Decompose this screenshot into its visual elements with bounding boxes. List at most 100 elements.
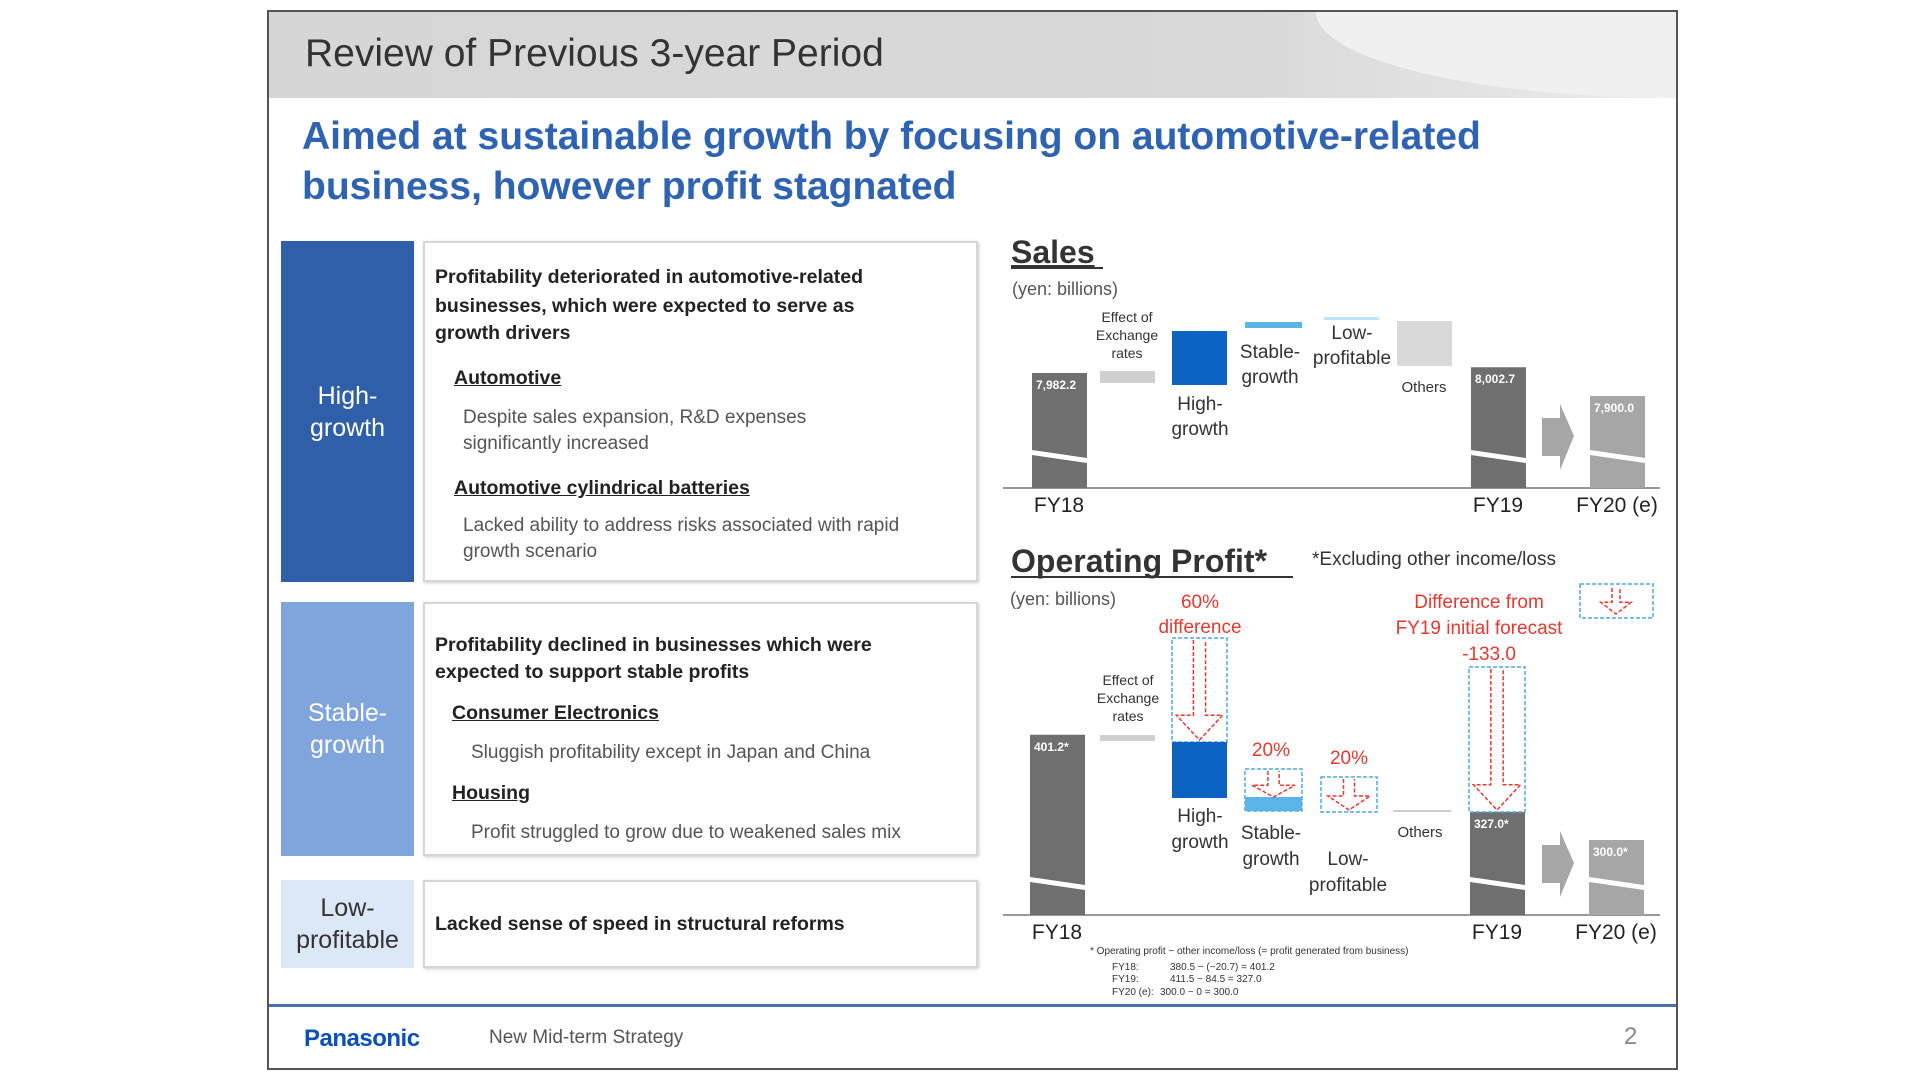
- stable-annotation: 20%: [1252, 740, 1290, 761]
- sales-title: Sales: [1011, 234, 1095, 270]
- footnote-fy20-label: FY20 (e):: [1112, 987, 1154, 998]
- category-label: Others: [1397, 824, 1442, 841]
- x-tick-label: FY18: [1034, 494, 1084, 517]
- footnote: * Operating profit − other income/loss (…: [1090, 946, 1409, 957]
- low-profitable-forecast-box: [1320, 776, 1378, 813]
- low-profitable-bar: [1324, 317, 1379, 320]
- footer-divider: [269, 1004, 1676, 1007]
- down-arrow-icon: [1471, 669, 1523, 812]
- headline: expected to support stable profits: [435, 661, 750, 683]
- item-body: Despite sales expansion, R&D expenses: [463, 407, 807, 428]
- category-label: profitable: [1309, 875, 1387, 896]
- category-label: Others: [1401, 379, 1446, 396]
- category-label: growth: [1242, 849, 1299, 870]
- x-tick-label: FY19: [1473, 494, 1523, 517]
- item-body: significantly increased: [463, 433, 649, 454]
- category-label: growth: [1241, 367, 1298, 388]
- headline: Lacked sense of speed in structural refo…: [435, 913, 845, 935]
- axis-break-mark: [1589, 877, 1644, 890]
- category-label: profitable: [1313, 348, 1391, 369]
- legend-box: [1579, 583, 1654, 619]
- stable-growth-bar: [1245, 797, 1302, 811]
- forecast-arrow-icon: [1542, 831, 1574, 897]
- high-growth-bar: [1172, 331, 1227, 385]
- forecast-arrow-icon: [1542, 404, 1574, 470]
- footnote-fy18: 380.5 − (−20.7) = 401.2: [1170, 962, 1275, 973]
- segment-box-high-growth: Profitability deteriorated in automotive…: [423, 241, 978, 582]
- x-tick-label: FY18: [1032, 921, 1082, 944]
- category-label: Stable-: [1240, 342, 1300, 363]
- segment-box-low-profitable: Lacked sense of speed in structural refo…: [423, 880, 978, 968]
- category-label: rates: [1111, 345, 1142, 361]
- fy19-annotation: FY19 initial forecast: [1396, 618, 1564, 639]
- segment-label-high-growth: High-growth: [281, 241, 414, 582]
- high-growth-forecast-box: [1171, 637, 1228, 743]
- x-tick-label: FY19: [1472, 921, 1522, 944]
- others-bar: [1397, 321, 1452, 366]
- sales-unit: (yen: billions): [1012, 279, 1118, 299]
- category-label: growth: [1171, 419, 1228, 440]
- legend-down-arrow-icon: [1598, 588, 1634, 615]
- bar-value-label: 8,002.7: [1475, 372, 1515, 386]
- axis-break-mark: [1471, 450, 1526, 463]
- category-label: Low-: [1331, 323, 1372, 344]
- bar-fy20-e-: [1590, 396, 1645, 488]
- axis-break-mark: [1590, 450, 1645, 463]
- footnote-fy20: 300.0 − 0 = 300.0: [1160, 987, 1239, 998]
- page-number: 2: [1624, 1023, 1638, 1050]
- slide-title: Review of Previous 3-year Period: [305, 32, 884, 75]
- item-title: Automotive cylindrical batteries: [454, 477, 750, 499]
- op-title: Operating Profit*: [1011, 543, 1268, 579]
- category-label: Stable-: [1241, 823, 1301, 844]
- segment-box-stable-growth: Profitability declined in businesses whi…: [423, 602, 978, 856]
- bar-fy19: [1470, 811, 1525, 915]
- x-tick-label: FY20 (e): [1576, 494, 1658, 517]
- fy19-annotation: -133.0: [1462, 644, 1516, 665]
- high-annotation: difference: [1158, 617, 1241, 638]
- bar-value-label: 327.0*: [1474, 817, 1509, 831]
- high-growth-bar: [1172, 742, 1227, 798]
- item-body: Profit struggled to grow due to weakened…: [471, 822, 901, 843]
- bar-value-label: 7,982.2: [1036, 378, 1076, 392]
- item-body: Lacked ability to address risks associat…: [463, 515, 900, 536]
- low-annotation: 20%: [1330, 748, 1368, 769]
- footer-doc-title: New Mid-term Strategy: [489, 1027, 684, 1048]
- category-label: Exchange: [1096, 327, 1158, 343]
- bar-fy18: [1032, 372, 1087, 488]
- axis-break-mark: [1470, 877, 1525, 890]
- category-label: Effect of: [1102, 672, 1153, 688]
- footnote-fy19-label: FY19:: [1112, 974, 1139, 985]
- bar-fy19: [1471, 367, 1526, 488]
- bar-fy20-e-: [1589, 840, 1644, 915]
- bar-value-label: 300.0*: [1593, 845, 1628, 859]
- exchange-bar: [1100, 371, 1155, 383]
- header-band: [269, 12, 1676, 98]
- bar-value-label: 7,900.0: [1594, 401, 1634, 415]
- category-label: growth: [1171, 832, 1228, 853]
- high-annotation: 60%: [1181, 592, 1219, 613]
- fy19-annotation: Difference from: [1414, 592, 1544, 613]
- stable-growth-bar: [1245, 322, 1302, 328]
- item-body: growth scenario: [463, 541, 598, 562]
- headline: Profitability deteriorated in automotive…: [435, 266, 863, 288]
- fy19-forecast-box: [1468, 666, 1526, 813]
- headline: businesses, which were expected to serve…: [435, 295, 855, 317]
- category-label: High-: [1177, 394, 1222, 415]
- x-tick-label: FY20 (e): [1575, 921, 1657, 944]
- op-note: *Excluding other income/loss: [1312, 549, 1556, 570]
- down-arrow-icon: [1174, 640, 1225, 742]
- category-label: High-: [1177, 806, 1222, 827]
- op-unit: (yen: billions): [1010, 589, 1116, 609]
- category-label: Exchange: [1097, 690, 1159, 706]
- bar-value-label: 401.2*: [1034, 740, 1069, 754]
- axis-break-mark: [1032, 450, 1087, 463]
- down-arrow-icon: [1325, 779, 1373, 811]
- down-arrow-icon: [1251, 771, 1296, 798]
- segment-label-low-profitable: Low-profitable: [281, 880, 414, 968]
- footnote-fy19: 411.5 − 84.5 = 327.0: [1170, 974, 1262, 985]
- item-title: Housing: [452, 782, 530, 804]
- item-body: Sluggish profitability except in Japan a…: [471, 742, 871, 763]
- panasonic-logo: Panasonic: [304, 1025, 420, 1052]
- category-label: Effect of: [1101, 309, 1152, 325]
